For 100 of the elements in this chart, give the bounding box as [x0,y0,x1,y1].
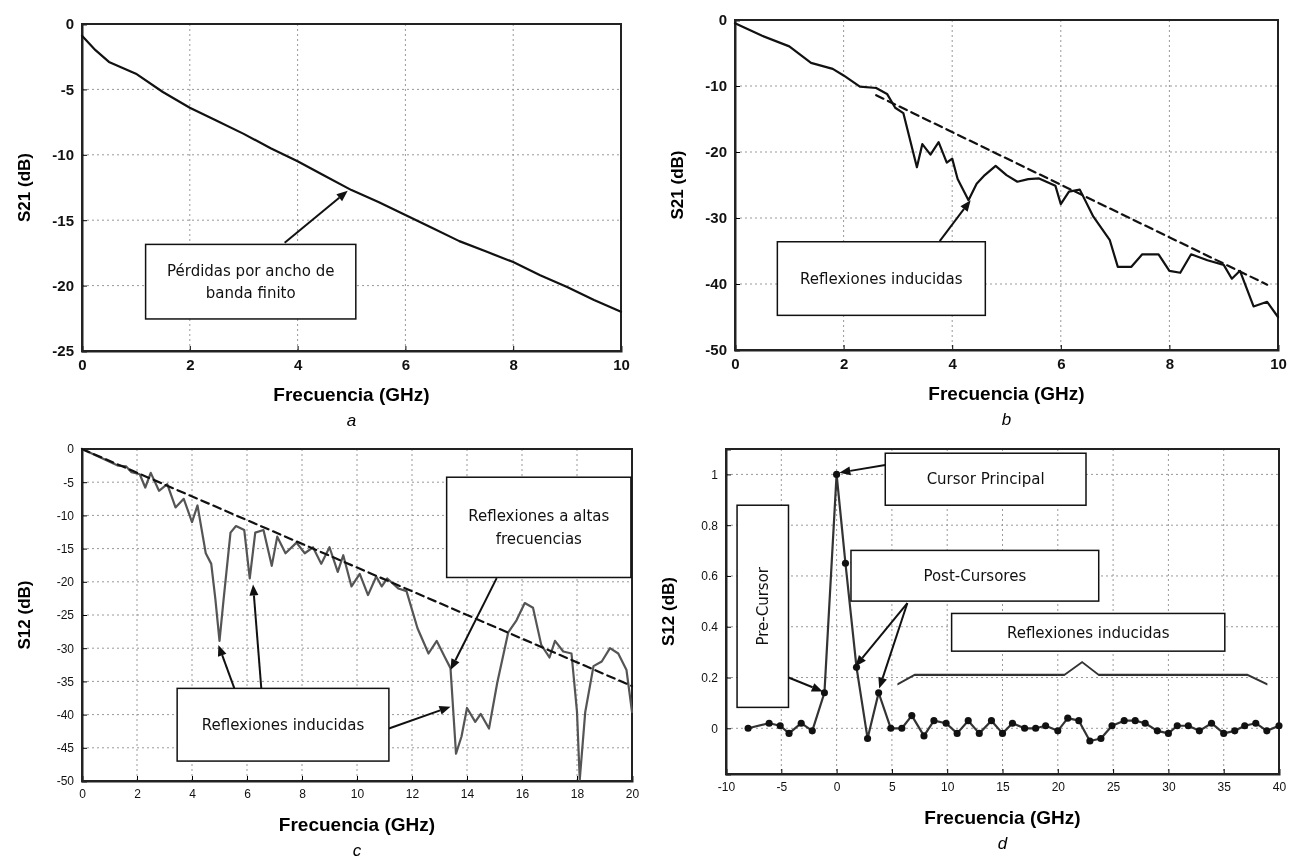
point [987,717,996,725]
x-axis-title: Frecuencia (GHz) [928,383,1085,404]
x-tick-label: 8 [509,355,518,373]
x-tick-label: 4 [293,355,303,373]
y-tick-label: -10 [52,146,74,164]
x-tick-label: 0 [833,779,841,794]
point [864,734,872,743]
point [953,729,961,737]
point [1131,717,1139,725]
y-tick-label: -20 [56,575,75,590]
x-tick-label: 20 [1051,779,1066,794]
point [1153,727,1161,735]
x-tick-label: 4 [189,786,197,801]
x-axis-title: Frecuencia (GHz) [924,807,1081,828]
x-tick-label: 14 [460,786,475,801]
point [920,732,928,740]
y-tick-label: -15 [56,541,75,556]
x-tick-label: 2 [839,354,849,372]
point [1184,722,1192,730]
x-tick-label: 10 [613,355,630,373]
point [875,689,883,697]
point [744,724,752,732]
x-tick-label: 2 [186,355,195,373]
point [942,719,950,727]
annotation: Cursor Principal [926,470,1045,489]
point [1241,722,1249,730]
x-tick-label: 15 [996,779,1010,794]
point [1108,722,1116,730]
y-tick-label: -30 [56,641,75,656]
point [1064,714,1072,722]
x-tick-label: 18 [570,786,585,801]
point [898,724,906,732]
x-tick-label: 2 [134,786,142,801]
y-tick-label: -10 [705,77,727,95]
x-tick-label: 35 [1217,779,1232,794]
point [1141,719,1149,727]
x-tick-label: 0 [731,354,740,372]
point [1097,734,1105,743]
y-tick-label: 0 [67,442,75,457]
point [998,729,1007,737]
point [785,729,793,737]
point [1173,722,1181,730]
annotation: Post-Cursores [923,567,1027,585]
point [1207,719,1216,727]
y-tick-label: 0.2 [701,670,719,685]
x-tick-label: 4 [948,354,958,372]
point [887,724,895,732]
point [975,729,983,737]
y-tick-label: -25 [52,342,74,360]
point [852,663,861,671]
x-tick-label: 6 [1057,354,1066,372]
point [833,470,841,478]
x-tick-label: 5 [889,779,897,794]
point [797,719,805,727]
point [1263,727,1271,735]
point [776,722,784,730]
text: a [346,411,357,430]
point [1275,722,1283,730]
x-tick-label: 6 [401,355,411,373]
point [1054,727,1062,735]
line-series [80,447,634,781]
point [1220,729,1228,737]
point [820,689,828,697]
point [1231,727,1239,735]
annotation: Pre-Cursor [754,566,773,646]
point [930,717,938,725]
point [1086,737,1094,745]
x-tick-label: 0 [79,786,87,801]
line-series [80,34,623,313]
y-tick-label: 1 [711,467,719,482]
x-tick-label: -5 [776,779,788,794]
x-tick-label: 25 [1106,779,1121,794]
y-tick-label: -20 [52,276,74,294]
annotation: Reflexiones inducidas [201,715,365,734]
x-tick-label: 6 [244,786,252,801]
x-axis-title: Frecuencia (GHz) [278,814,436,835]
y-tick-label: 0 [65,15,74,33]
y-tick-label: 0.8 [701,518,719,533]
x-tick-label: 8 [299,786,307,801]
point [964,717,972,725]
y-tick-label: -5 [63,475,75,490]
y-tick-label: -25 [56,608,75,623]
point [1075,717,1083,725]
point [908,712,916,720]
y-axis-title: S21 (dB) [668,150,687,220]
x-tick-label: 16 [515,786,530,801]
y-tick-label: -10 [56,508,75,523]
point [1252,719,1260,727]
line-series [733,22,1280,319]
y-tick-label: 0 [718,11,727,29]
y-tick-label: 0.4 [701,620,719,635]
annotation: Reflexiones inducidas [1006,623,1170,642]
y-tick-label: -50 [705,341,727,359]
point [1195,727,1203,735]
y-axis-title: S21 (dB) [15,153,34,222]
point [1120,717,1128,725]
y-tick-label: 0 [711,721,719,736]
x-axis-title: Frecuencia (GHz) [273,384,430,405]
y-tick-label: -45 [56,741,75,756]
y-tick-label: -40 [56,707,75,722]
